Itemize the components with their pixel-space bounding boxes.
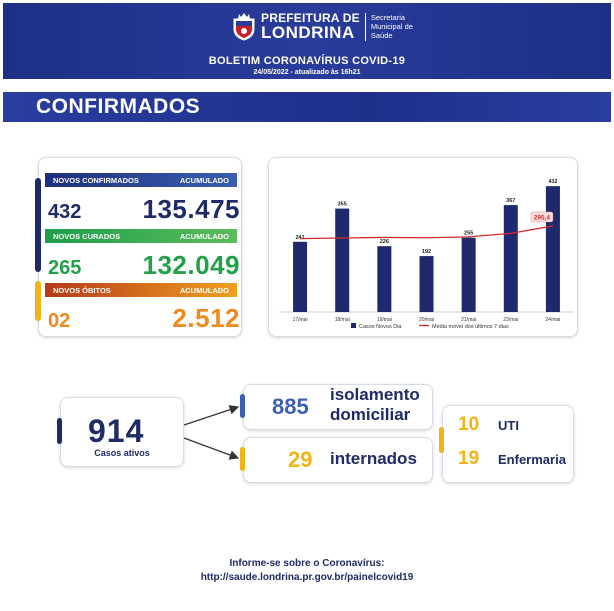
bar-17/mai [293,241,308,312]
arrow-to-hospitalized [183,437,240,460]
deaths-acc-label: ACUMULADO [179,285,229,295]
confirmed-values: 432 135.475 [48,194,240,225]
x-tick-label: 17/mai [293,317,308,323]
recovered-label: NOVOS CURADOS [53,231,121,241]
city-logo: PREFEITURA DE LONDRINA Secretaria Munici… [231,12,413,41]
bar-21/mai [461,237,476,312]
section-title: CONFIRMADOS [36,95,201,118]
icu-ward-accent [439,427,444,453]
recovered-values: 265 132.049 [48,250,240,281]
recovered-new: 265 [48,257,82,279]
moving-average-value-label: 295,4 [534,214,551,221]
x-tick-label: 21/mai [461,317,476,323]
isolation-number: 885 [272,394,309,419]
stats-accent-navy [35,178,41,272]
confirmed-acc-label: ACUMULADO [179,175,229,185]
moving-average-callout-box [530,211,554,223]
ward-number: 19 [458,448,480,469]
confirmed-new: 432 [48,201,82,223]
x-tick-label: 19/mai [377,317,392,323]
hospitalized-label: internados [330,449,417,468]
isolation-box [243,384,433,430]
bar-19/mai [377,246,392,312]
active-cases-number: 914 [88,413,145,449]
confirmed-total: 135.475 [142,194,240,224]
bar-value-label: 255 [464,231,473,237]
active-cases-box [60,397,184,467]
ward-label: Enfermaria [498,452,566,467]
legend-bar-label: Casos Novos Dia [359,324,402,330]
bar-value-label: 226 [380,239,389,245]
bar-value-label: 355 [338,202,347,208]
icu-ward-box [442,405,574,483]
recovered-header: NOVOS CURADOS ACUMULADO [45,229,237,243]
bar-value-label: 192 [422,249,431,255]
bulletin-title: BOLETIM CORONAVÍRUS COVID-19 [208,55,406,67]
bar-23/mai [503,205,518,312]
moving-average-line [300,225,554,240]
secretaria-text: Secretaria Municipal de Saúde [370,13,413,40]
footer-info: Informe-se sobre o Coronavírus: [229,558,385,569]
recovered-total: 132.049 [142,250,240,280]
icu-number: 10 [458,414,480,435]
stats-accent-yellow [35,281,41,321]
logo-divider [364,12,366,41]
deaths-total: 2.512 [172,303,240,333]
confirmed-header: NOVOS CONFIRMADOS ACUMULADO [45,173,237,187]
confirmed-label: NOVOS CONFIRMADOS [53,175,139,185]
recovered-acc-label: ACUMULADO [179,231,229,241]
coat-of-arms-icon [231,12,257,41]
x-tick-label: 23/mai [503,317,518,323]
chart-card: 241 17/mai 355 18/mai 226 19/mai 192 20/mai 255 2… [268,157,578,337]
isolation-accent [240,394,245,418]
cases-chart: 241 17/mai 355 18/mai 226 19/mai 192 20/mai 255 2… [279,179,574,330]
arrow-to-isolation [183,405,240,426]
hospitalized-box [243,437,433,483]
section-band: CONFIRMADOS [3,92,611,122]
icu-label: UTI [498,418,519,433]
x-tick-label: 24/mai [545,317,560,323]
active-accent [57,418,62,444]
footer-link[interactable]: http://saude.londrina.pr.gov.br/painelco… [200,572,414,583]
legend-bar-swatch [351,323,356,328]
bar-18/mai [335,208,350,312]
logo-city-text: LONDRINA [261,23,355,42]
bar-20/mai [419,256,434,312]
deaths-label: NOVOS ÓBITOS [53,285,111,295]
bar-value-label: 432 [548,179,557,185]
hospitalized-accent [240,447,245,471]
isolation-label: isolamento domiciliar [330,385,420,424]
active-cases-label: Casos ativos [94,448,150,458]
header-banner: PREFEITURA DE LONDRINA Secretaria Munici… [3,3,611,79]
logo-prefeitura-text: PREFEITURA DE [261,11,360,25]
x-tick-label: 20/mai [419,317,434,323]
deaths-new: 02 [48,310,71,332]
bar-value-label: 367 [506,198,515,204]
deaths-values: 02 2.512 [48,303,240,334]
hospitalized-number: 29 [288,447,313,472]
deaths-header: NOVOS ÓBITOS ACUMULADO [45,283,237,297]
bar-value-label: 241 [295,235,304,241]
legend-line-label: Média móvel dos últimos 7 dias [432,324,509,330]
bulletin-date: 24/05/2022 - atualizado às 16h21 [253,69,361,76]
stats-card [38,157,242,337]
x-tick-label: 18/mai [335,317,350,323]
